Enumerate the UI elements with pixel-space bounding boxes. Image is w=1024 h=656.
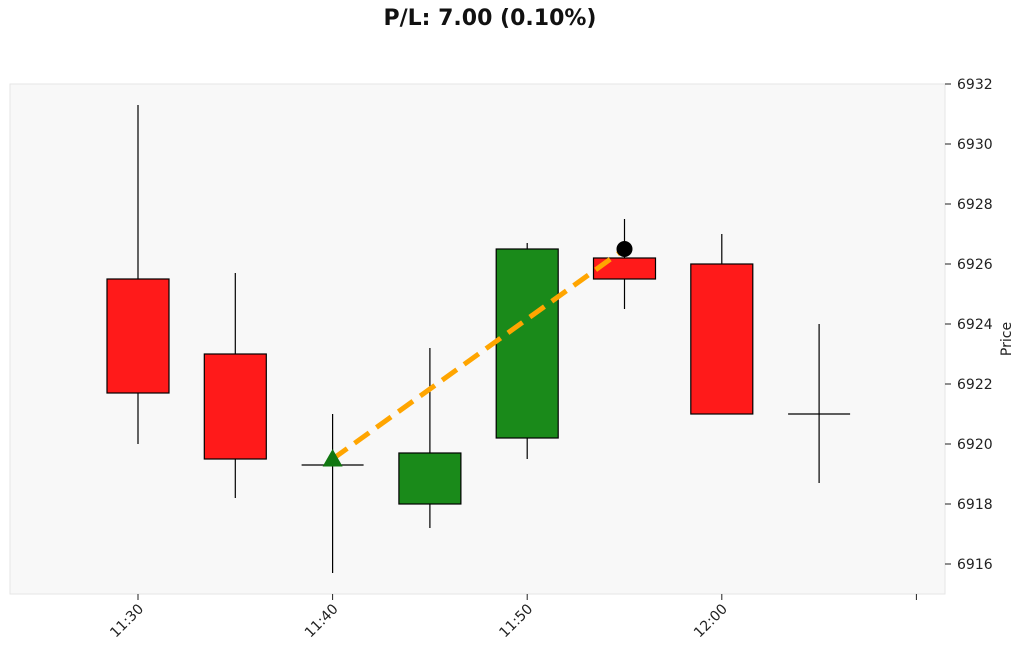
candle [788, 324, 851, 483]
candle-body [106, 278, 170, 394]
y-tick-label: 6916 [957, 557, 993, 573]
candle [398, 348, 462, 528]
y-tick-label: 6928 [957, 197, 993, 213]
x-tick-label: 11:30 [107, 601, 147, 641]
x-tick-label: 11:40 [302, 601, 342, 641]
entry-marker [322, 449, 343, 467]
chart-title: P/L: 7.00 (0.10%) [383, 6, 597, 31]
x-tick-label: 11:50 [496, 601, 536, 641]
y-tick-label: 6918 [957, 497, 993, 513]
candle [592, 219, 657, 309]
y-tick-label: 6920 [957, 437, 993, 453]
exit-marker [616, 241, 633, 257]
y-tick-label: 6932 [957, 77, 993, 93]
candle-body [203, 353, 267, 460]
y-tick-label: 6922 [957, 377, 993, 393]
candle [106, 105, 170, 444]
candle [690, 234, 754, 415]
x-tick-label: 12:00 [691, 601, 731, 641]
candle [203, 273, 267, 498]
candle-body [592, 257, 657, 280]
y-tick-label: 6930 [957, 137, 993, 153]
candle-body [690, 263, 754, 415]
candle [495, 243, 559, 459]
candle-body [398, 452, 462, 505]
y-tick-label: 6924 [957, 317, 993, 333]
y-axis-label: Price [999, 322, 1015, 356]
candle-body [495, 248, 559, 439]
y-tick-label: 6926 [957, 257, 993, 273]
trade-line [331, 246, 626, 462]
